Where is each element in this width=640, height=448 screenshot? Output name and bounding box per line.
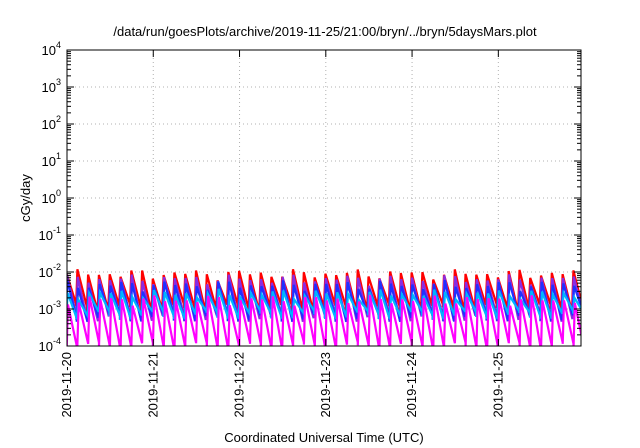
y-tick-label: 10-4 — [39, 336, 61, 354]
y-tick-label: 104 — [42, 40, 61, 58]
x-tick-label: 2019-11-22 — [232, 352, 247, 418]
y-tick-label: 10-2 — [39, 262, 61, 280]
y-tick-label: 101 — [42, 151, 61, 169]
x-axis-label: Coordinated Universal Time (UTC) — [224, 430, 423, 445]
x-tick-label: 2019-11-23 — [318, 352, 333, 418]
y-tick-label: 10-1 — [39, 225, 61, 243]
chart-title: /data/run/goesPlots/archive/2019-11-25/2… — [113, 24, 537, 39]
series-line — [67, 294, 581, 346]
y-tick-label: 102 — [42, 114, 61, 132]
y-axis-label: cGy/day — [18, 174, 33, 222]
x-tick-label: 2019-11-21 — [145, 352, 160, 418]
y-tick-label: 103 — [42, 77, 61, 95]
x-tick-label: 2019-11-20 — [59, 352, 74, 418]
x-tick-label: 2019-11-25 — [490, 352, 505, 418]
x-tick-label: 2019-11-24 — [404, 352, 419, 418]
y-tick-label: 100 — [42, 188, 61, 206]
x-axis-ticks: 2019-11-20 2019-11-21 2019-11-22 2019-11-23… — [59, 50, 505, 418]
grid-lines — [67, 50, 581, 346]
y-tick-label: 10-3 — [39, 299, 61, 317]
y-axis-ticks: 10-4 10-3 10-2 10-1 100 101 102 103 104 — [39, 40, 581, 354]
series-group — [67, 269, 581, 346]
